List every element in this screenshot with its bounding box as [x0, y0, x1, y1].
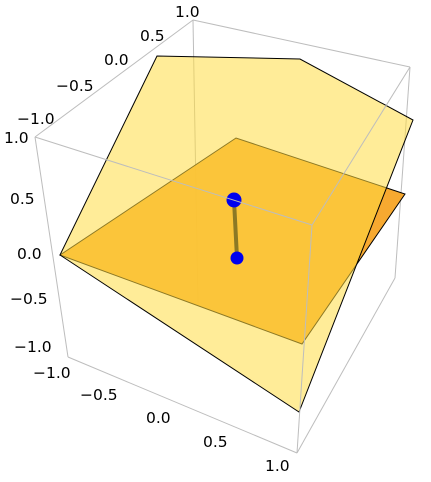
- box-edge: [34, 136, 69, 358]
- lower-point-marker[interactable]: [230, 251, 244, 265]
- box-edge: [67, 356, 298, 454]
- tick-label: −1.0: [14, 338, 52, 356]
- tick-label: −0.5: [10, 290, 48, 308]
- box-edge: [34, 19, 194, 138]
- tick-label: 0.0: [104, 51, 129, 69]
- tick-label: 0.5: [203, 433, 228, 451]
- left-axis-tick-labels: 1.0 0.5 0.0 −0.5 −1.0: [4, 129, 52, 356]
- top-axis-tick-labels: 1.0 0.5 0.0 −0.5 −1.0: [17, 3, 200, 128]
- tick-label: −1.0: [33, 364, 71, 382]
- tick-label: −0.5: [56, 77, 94, 95]
- bounding-box-front: [34, 66, 411, 454]
- tick-label: 1.0: [175, 3, 200, 21]
- tick-label: 0.5: [140, 27, 165, 45]
- box-edge: [394, 66, 411, 279]
- box-edge: [192, 19, 411, 68]
- tick-label: 0.5: [10, 190, 35, 208]
- tick-label: −0.5: [80, 386, 118, 404]
- box-edge: [311, 66, 411, 226]
- tick-label: 0.0: [17, 245, 42, 263]
- tick-label: 1.0: [265, 457, 290, 475]
- tick-label: 1.0: [4, 129, 29, 147]
- tilted-plane-surface: [59, 55, 414, 413]
- box-edge: [296, 277, 396, 454]
- bottom-axis-tick-labels: −1.0 −0.5 0.0 0.5 1.0: [33, 364, 290, 475]
- box-edge: [296, 224, 313, 454]
- tick-label: 0.0: [146, 409, 171, 427]
- box-edge: [34, 136, 313, 226]
- tick-label: −1.0: [17, 110, 55, 128]
